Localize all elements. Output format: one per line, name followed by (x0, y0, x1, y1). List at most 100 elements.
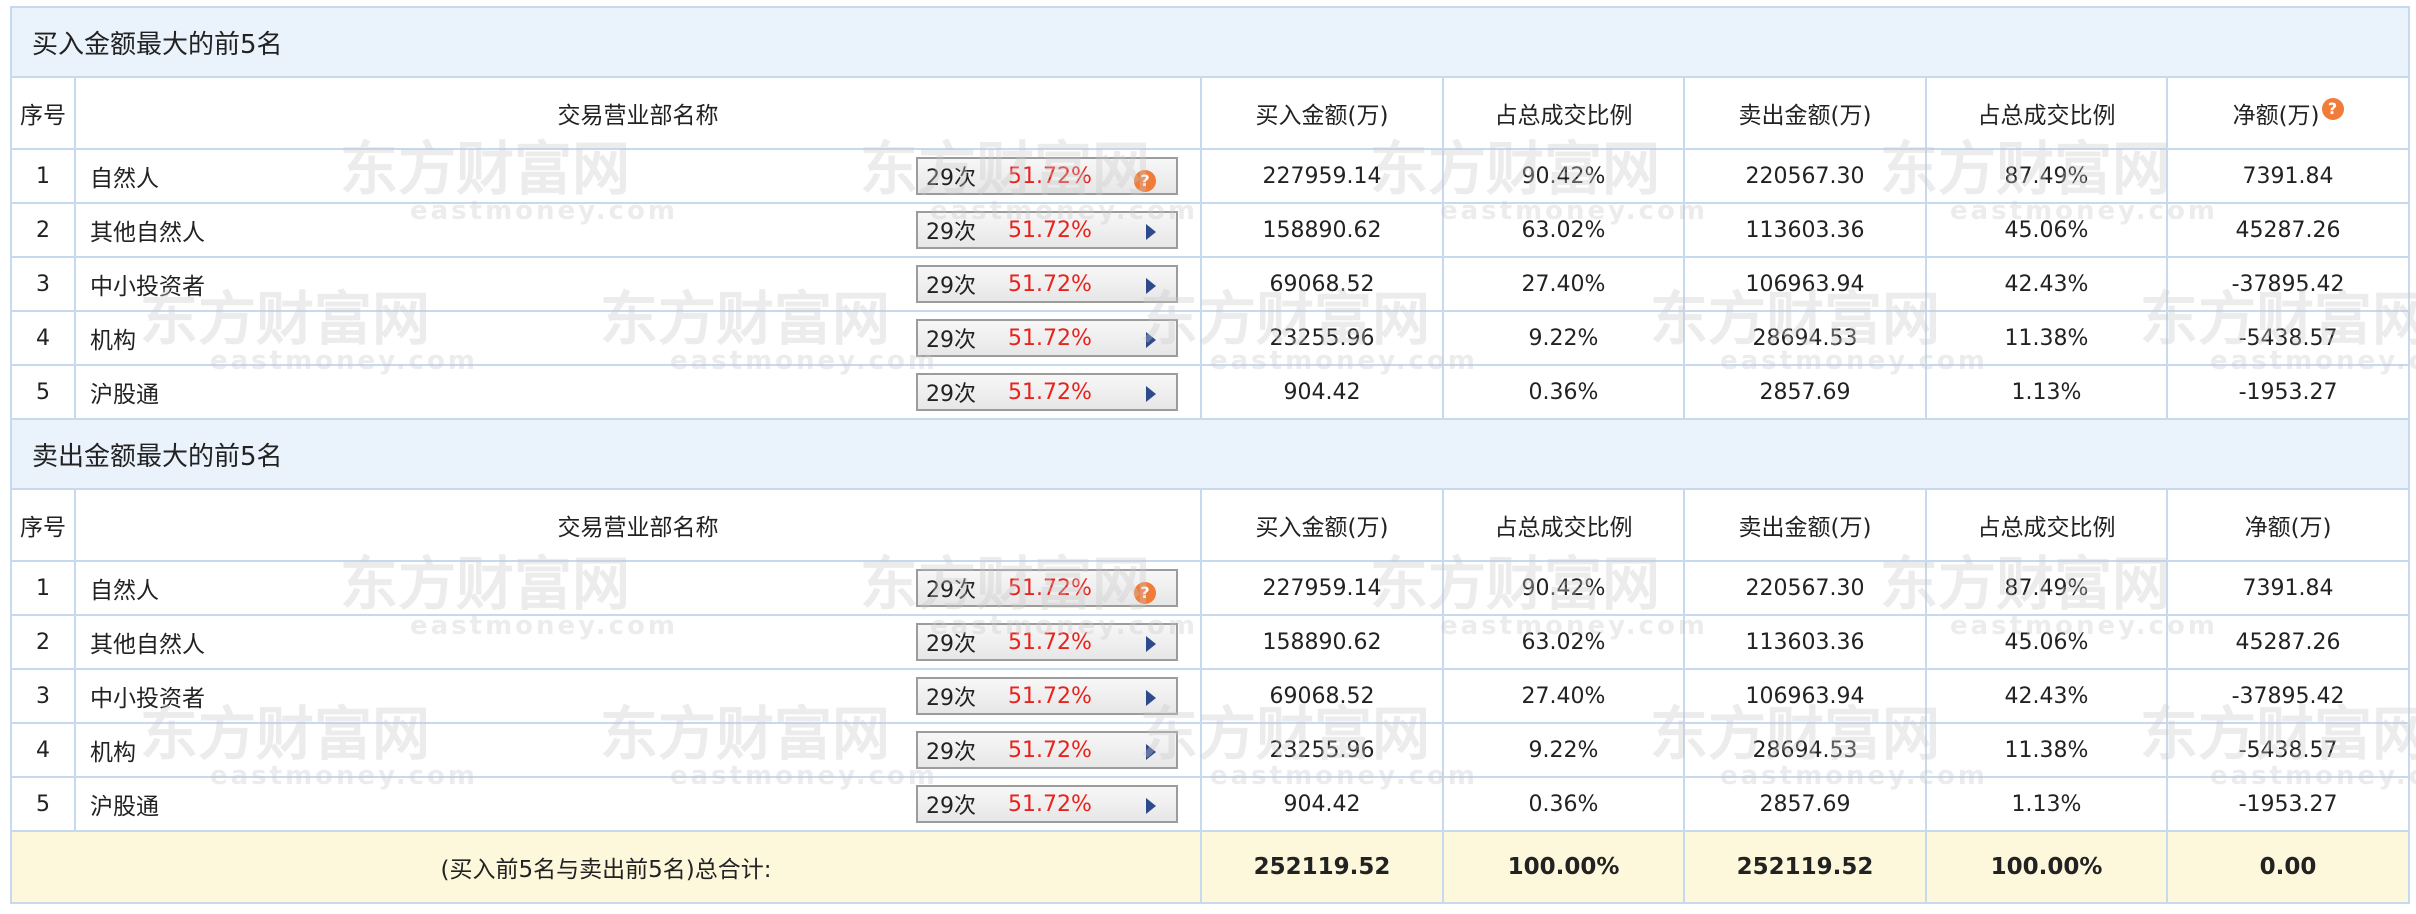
help-circle-icon[interactable]: ? (1134, 167, 1156, 192)
sell-ratio: 1.13% (1925, 776, 2168, 832)
sell-amount: 2857.69 (1683, 776, 1927, 832)
buy-amount: 23255.96 (1200, 310, 1444, 366)
buy-amount: 904.42 (1200, 776, 1444, 832)
buy-amount: 904.42 (1200, 364, 1444, 420)
buy-ratio: 27.40% (1442, 256, 1685, 312)
net-amount: -5438.57 (2165, 722, 2411, 778)
column-header-label: 序号 (20, 103, 66, 129)
row-number: 3 (10, 668, 76, 724)
buy-ratio: 0.36% (1442, 364, 1685, 420)
net-amount: -37895.42 (2165, 256, 2411, 312)
triangle-right-icon[interactable] (1146, 329, 1156, 354)
appearance-count: 29次 (926, 794, 976, 819)
broker-cell-inner: 中小投资者 29次 51.72% (90, 265, 1200, 303)
column-header-label: 买入金额(万) (1255, 103, 1389, 129)
column-header: 占总成交比例 (1442, 76, 1685, 150)
buy-amount: 158890.62 (1200, 614, 1444, 670)
buy-ratio: 9.22% (1442, 310, 1685, 366)
appearance-count: 29次 (926, 220, 976, 245)
column-header: 序号 (10, 76, 76, 150)
sell-ratio: 45.06% (1925, 614, 2168, 670)
sell-amount: 220567.30 (1683, 560, 1927, 616)
buy-amount: 227959.14 (1200, 148, 1444, 204)
triangle-right-icon[interactable] (1146, 221, 1156, 246)
appearance-count: 29次 (926, 686, 976, 711)
table-row: 2 其他自然人 29次 51.72% 158890.62 63.02% 113603.36 4… (10, 202, 2411, 258)
column-header-label: 序号 (20, 515, 66, 541)
column-header-label: 买入金额(万) (1255, 515, 1389, 541)
broker-stats-badge[interactable]: 29次 51.72% (916, 785, 1178, 823)
broker-cell-inner: 其他自然人 29次 51.72% (90, 211, 1200, 249)
sell-ratio: 45.06% (1925, 202, 2168, 258)
sell-amount: 113603.36 (1683, 202, 1927, 258)
broker-stats-badge[interactable]: 29次 51.72% (916, 623, 1178, 661)
broker-name-link[interactable]: 其他自然人 (90, 220, 205, 246)
table-row: 5 沪股通 29次 51.72% 904.42 0.36% 2857.69 1.13% -195… (10, 364, 2411, 420)
broker-name-link[interactable]: 其他自然人 (90, 632, 205, 658)
column-header: 序号 (10, 488, 76, 562)
help-circle-icon[interactable]: ? (2321, 98, 2344, 121)
row-number: 4 (10, 310, 76, 366)
row-number: 5 (10, 364, 76, 420)
column-header-label: 卖出金额(万) (1738, 515, 1872, 541)
buy-amount: 227959.14 (1200, 560, 1444, 616)
buy-ratio: 0.36% (1442, 776, 1685, 832)
appearance-count: 29次 (926, 274, 976, 299)
broker-stats-badge[interactable]: 29次 51.72% (916, 731, 1178, 769)
column-header: 交易营业部名称 (74, 488, 1202, 562)
triangle-right-icon[interactable] (1146, 275, 1156, 300)
broker-cell: 机构 29次 51.72% (74, 310, 1202, 366)
broker-stats-badge[interactable]: 29次 51.72% (916, 677, 1178, 715)
broker-name-link[interactable]: 中小投资者 (90, 274, 205, 300)
broker-name-link[interactable]: 机构 (90, 328, 136, 354)
triangle-right-icon[interactable] (1146, 795, 1156, 820)
net-amount: -37895.42 (2165, 668, 2411, 724)
broker-stats-badge[interactable]: 29次 51.72% (916, 211, 1178, 249)
total-net: 0.00 (2165, 830, 2411, 904)
table-row: 4 机构 29次 51.72% 23255.96 9.22% 28694.53 11.38% -… (10, 722, 2411, 778)
broker-name-link[interactable]: 机构 (90, 740, 136, 766)
column-header-label: 净额(万) (2244, 515, 2332, 541)
row-number: 2 (10, 202, 76, 258)
column-header: 净额(万)? (2165, 76, 2411, 150)
net-amount: 7391.84 (2165, 560, 2411, 616)
sell-ratio: 42.43% (1925, 256, 2168, 312)
broker-cell-inner: 自然人 29次 51.72%? (90, 157, 1200, 195)
buy-amount: 158890.62 (1200, 202, 1444, 258)
buy-ratio: 63.02% (1442, 202, 1685, 258)
sell-amount: 113603.36 (1683, 614, 1927, 670)
broker-name-link[interactable]: 沪股通 (90, 382, 159, 408)
broker-stats-badge[interactable]: 29次 51.72% (916, 265, 1178, 303)
triangle-right-icon[interactable] (1146, 741, 1156, 766)
appearance-count: 29次 (926, 740, 976, 765)
buy-ratio: 90.42% (1442, 560, 1685, 616)
column-header: 占总成交比例 (1925, 488, 2168, 562)
column-header: 卖出金额(万) (1683, 488, 1927, 562)
broker-cell: 自然人 29次 51.72%? (74, 560, 1202, 616)
help-circle-icon[interactable]: ? (1134, 579, 1156, 604)
column-header-row: 序号 交易营业部名称 买入金额(万) 占总成交比例 卖出金额(万) 占总成交比例 净额(万)… (10, 76, 2411, 150)
table-row: 3 中小投资者 29次 51.72% 69068.52 27.40% 106963.94 42… (10, 668, 2411, 724)
success-rate: 51.72% (1008, 325, 1092, 351)
net-amount: 45287.26 (2165, 614, 2411, 670)
broker-stats-badge[interactable]: 29次 51.72%? (916, 157, 1178, 195)
table-row: 5 沪股通 29次 51.72% 904.42 0.36% 2857.69 1.13% -195… (10, 776, 2411, 832)
broker-cell-inner: 自然人 29次 51.72%? (90, 569, 1200, 607)
buy-ratio: 9.22% (1442, 722, 1685, 778)
column-header: 占总成交比例 (1925, 76, 2168, 150)
broker-stats-badge[interactable]: 29次 51.72%? (916, 569, 1178, 607)
total-label: (买入前5名与卖出前5名)总合计: (10, 830, 1202, 904)
column-header-label: 卖出金额(万) (1738, 103, 1872, 129)
broker-stats-badge[interactable]: 29次 51.72% (916, 373, 1178, 411)
broker-name-link[interactable]: 中小投资者 (90, 686, 205, 712)
success-rate: 51.72% (1008, 271, 1092, 297)
broker-name-link[interactable]: 自然人 (90, 578, 159, 604)
broker-stats-badge[interactable]: 29次 51.72% (916, 319, 1178, 357)
broker-cell-inner: 机构 29次 51.72% (90, 731, 1200, 769)
appearance-count: 29次 (926, 166, 976, 191)
triangle-right-icon[interactable] (1146, 633, 1156, 658)
broker-name-link[interactable]: 沪股通 (90, 794, 159, 820)
broker-name-link[interactable]: 自然人 (90, 166, 159, 192)
triangle-right-icon[interactable] (1146, 687, 1156, 712)
triangle-right-icon[interactable] (1146, 383, 1156, 408)
